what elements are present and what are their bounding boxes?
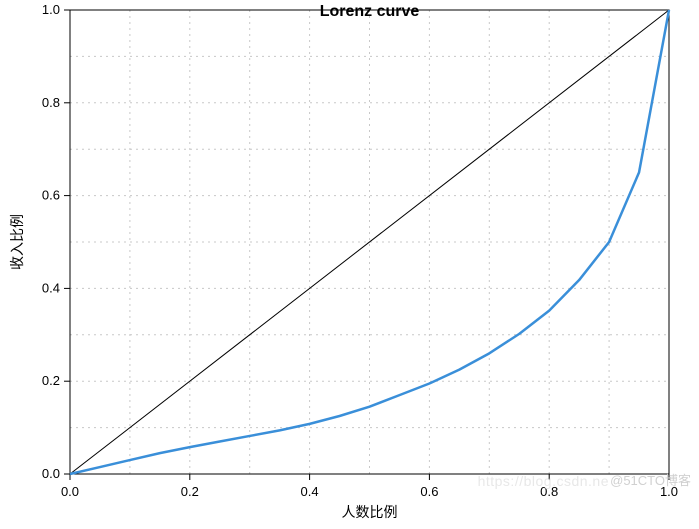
- ytick-label: 1.0: [42, 2, 60, 17]
- xtick-label: 0.8: [540, 484, 558, 499]
- xtick-label: 0.6: [420, 484, 438, 499]
- x-axis-label: 人数比例: [342, 504, 398, 520]
- ytick-label: 0.4: [42, 280, 60, 295]
- xtick-label: 0.2: [181, 484, 199, 499]
- ytick-label: 0.0: [42, 466, 60, 481]
- chart-svg: 0.0 0.2 0.4 0.6 0.8 1.0 0.0 0.2 0.4 0.6 0.8 1.0 Lore…: [0, 0, 699, 529]
- xtick-label: 0.4: [301, 484, 319, 499]
- xtick-label: 0.0: [61, 484, 79, 499]
- xtick-label: 1.0: [660, 484, 678, 499]
- chart-title: Lorenz curve: [320, 3, 420, 20]
- chart-bg: [0, 0, 699, 529]
- ytick-label: 0.2: [42, 373, 60, 388]
- ytick-label: 0.6: [42, 188, 60, 203]
- lorenz-chart: 0.0 0.2 0.4 0.6 0.8 1.0 0.0 0.2 0.4 0.6 0.8 1.0 Lore…: [0, 0, 699, 529]
- ytick-label: 0.8: [42, 95, 60, 110]
- y-axis-label: 收入比例: [9, 214, 25, 270]
